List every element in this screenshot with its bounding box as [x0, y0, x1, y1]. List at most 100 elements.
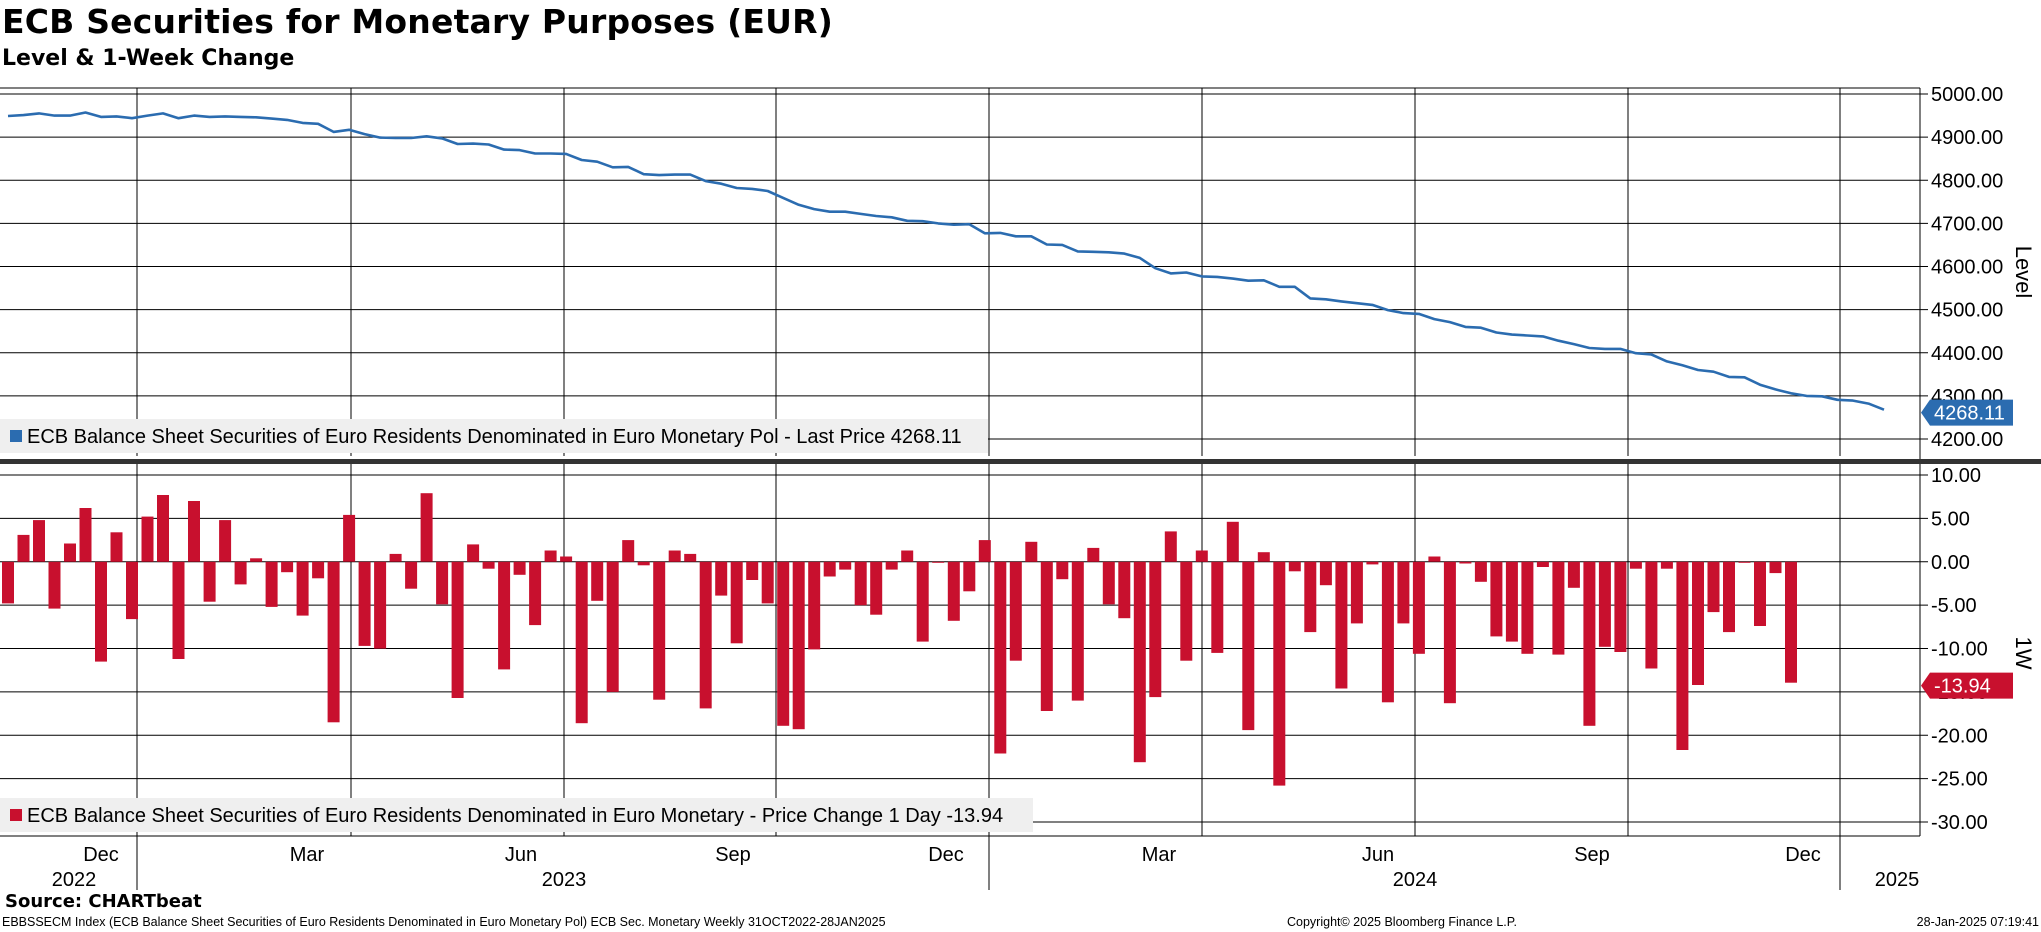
- change-bar: [1335, 561, 1348, 689]
- level-axis-title: Level: [2011, 246, 2036, 299]
- change-bar: [358, 561, 371, 646]
- change-bar: [1536, 561, 1549, 567]
- change-bar: [1583, 561, 1596, 726]
- y-tick-label: -25.00: [1931, 769, 1988, 791]
- change-bar: [1040, 561, 1053, 711]
- x-month-label: Sep: [1574, 844, 1610, 866]
- axes-layer: 5000.00 4900.00 4800.00 4700.00 4600.00 4500.…: [0, 84, 2041, 891]
- y-tick-label: 4400.00: [1931, 343, 2003, 365]
- change-bar: [777, 561, 790, 726]
- x-month-label: Dec: [928, 844, 964, 866]
- y-tick-label: 5000.00: [1931, 84, 2003, 106]
- change-bar: [1288, 561, 1301, 572]
- change-bar: [1025, 541, 1038, 562]
- x-year-label: 2024: [1393, 869, 1438, 891]
- change-bar: [1257, 552, 1270, 562]
- y-tick-label: -20.00: [1931, 725, 1988, 747]
- level-last-value-tag-text: 4268.11: [1934, 403, 2005, 425]
- y-tick-label: 5.00: [1931, 508, 1970, 530]
- change-bar: [699, 561, 712, 709]
- y-tick-label: 4500.00: [1931, 300, 2003, 322]
- change-bar: [978, 540, 991, 562]
- change-bar: [1118, 561, 1131, 619]
- change-bar: [730, 561, 743, 644]
- change-bar: [932, 561, 945, 563]
- change-bar: [839, 561, 852, 570]
- change-legend-swatch: [10, 809, 22, 821]
- change-bar: [792, 561, 805, 730]
- change-bar: [219, 520, 232, 562]
- change-bar: [1133, 561, 1146, 763]
- change-bar: [1056, 561, 1069, 580]
- change-bar: [1366, 561, 1379, 565]
- change-bar: [250, 558, 263, 562]
- change-bar: [157, 495, 169, 562]
- footer-copyright: Copyright© 2025 Bloomberg Finance L.P.: [1287, 915, 1517, 929]
- change-bar: [312, 561, 325, 579]
- change-bar: [684, 553, 697, 562]
- level-legend-text: ECB Balance Sheet Securities of Euro Res…: [27, 426, 962, 448]
- chart-title: ECB Securities for Monetary Purposes (EU…: [2, 2, 833, 41]
- change-bar: [1660, 561, 1673, 569]
- y-tick-label: 4800.00: [1931, 170, 2003, 192]
- change-bar: [1195, 550, 1208, 562]
- change-bar: [420, 493, 433, 562]
- change-bar: [1769, 561, 1782, 574]
- change-bar: [1009, 561, 1022, 661]
- change-bar: [823, 561, 836, 577]
- x-month-label: Mar: [1142, 844, 1177, 866]
- change-last-value-tag-shape: [1921, 672, 2013, 699]
- change-bar: [1707, 561, 1720, 613]
- change-bar: [1552, 561, 1565, 655]
- level-legend: ECB Balance Sheet Securities of Euro Res…: [0, 419, 988, 453]
- change-bar: [1319, 561, 1332, 586]
- change-bar: [1521, 561, 1534, 654]
- change-bar: [1692, 561, 1704, 685]
- x-month-label: Dec: [1785, 844, 1821, 866]
- change-bar: [1785, 561, 1797, 683]
- level-legend-box: [0, 419, 988, 453]
- y-tick-label: -30.00: [1931, 812, 1988, 834]
- change-bar: [808, 561, 821, 650]
- change-bar: [389, 553, 402, 562]
- change-bar: [405, 561, 418, 589]
- change-bar: [1350, 561, 1363, 624]
- x-month-label: Mar: [290, 844, 325, 866]
- change-last-value-tag: -13.94: [1921, 672, 2013, 699]
- level-series-layer: [7, 111, 1885, 411]
- change-bar: [1226, 521, 1239, 562]
- y-tick-label: 4600.00: [1931, 257, 2003, 279]
- change-bar: [498, 561, 511, 670]
- x-month-label: Jun: [1362, 844, 1394, 866]
- change-bar: [1242, 561, 1255, 731]
- change-bar: [1629, 561, 1642, 569]
- change-bar: [1754, 561, 1766, 626]
- change-bar: [1412, 561, 1425, 654]
- change-bar: [916, 561, 929, 642]
- change-bar: [637, 561, 650, 566]
- change-legend-box: [0, 798, 1033, 832]
- change-bar: [482, 561, 495, 569]
- change-bar: [451, 561, 464, 698]
- change-bar: [141, 516, 154, 562]
- x-month-label: Jun: [505, 844, 537, 866]
- change-bar: [901, 550, 914, 562]
- y-tick-label: 4200.00: [1931, 429, 2003, 451]
- change-bar: [110, 532, 123, 562]
- change-bar: [606, 561, 619, 692]
- x-year-label: 2023: [542, 869, 587, 891]
- change-bar: [963, 561, 976, 592]
- change-bar: [95, 561, 107, 662]
- change-bar: [203, 561, 216, 602]
- change-bar: [870, 561, 883, 615]
- change-bar: [1397, 561, 1410, 624]
- footer-description: EBBSSECM Index (ECB Balance Sheet Securi…: [2, 915, 886, 929]
- change-bar: [591, 561, 604, 601]
- change-bar: [374, 561, 387, 649]
- footer-timestamp: 28-Jan-2025 07:19:41: [1916, 915, 2039, 929]
- x-year-label: 2022: [52, 869, 97, 891]
- change-bar: [575, 561, 588, 724]
- change-bar: [48, 561, 61, 609]
- change-bar: [1211, 561, 1224, 653]
- change-bar: [1645, 561, 1658, 669]
